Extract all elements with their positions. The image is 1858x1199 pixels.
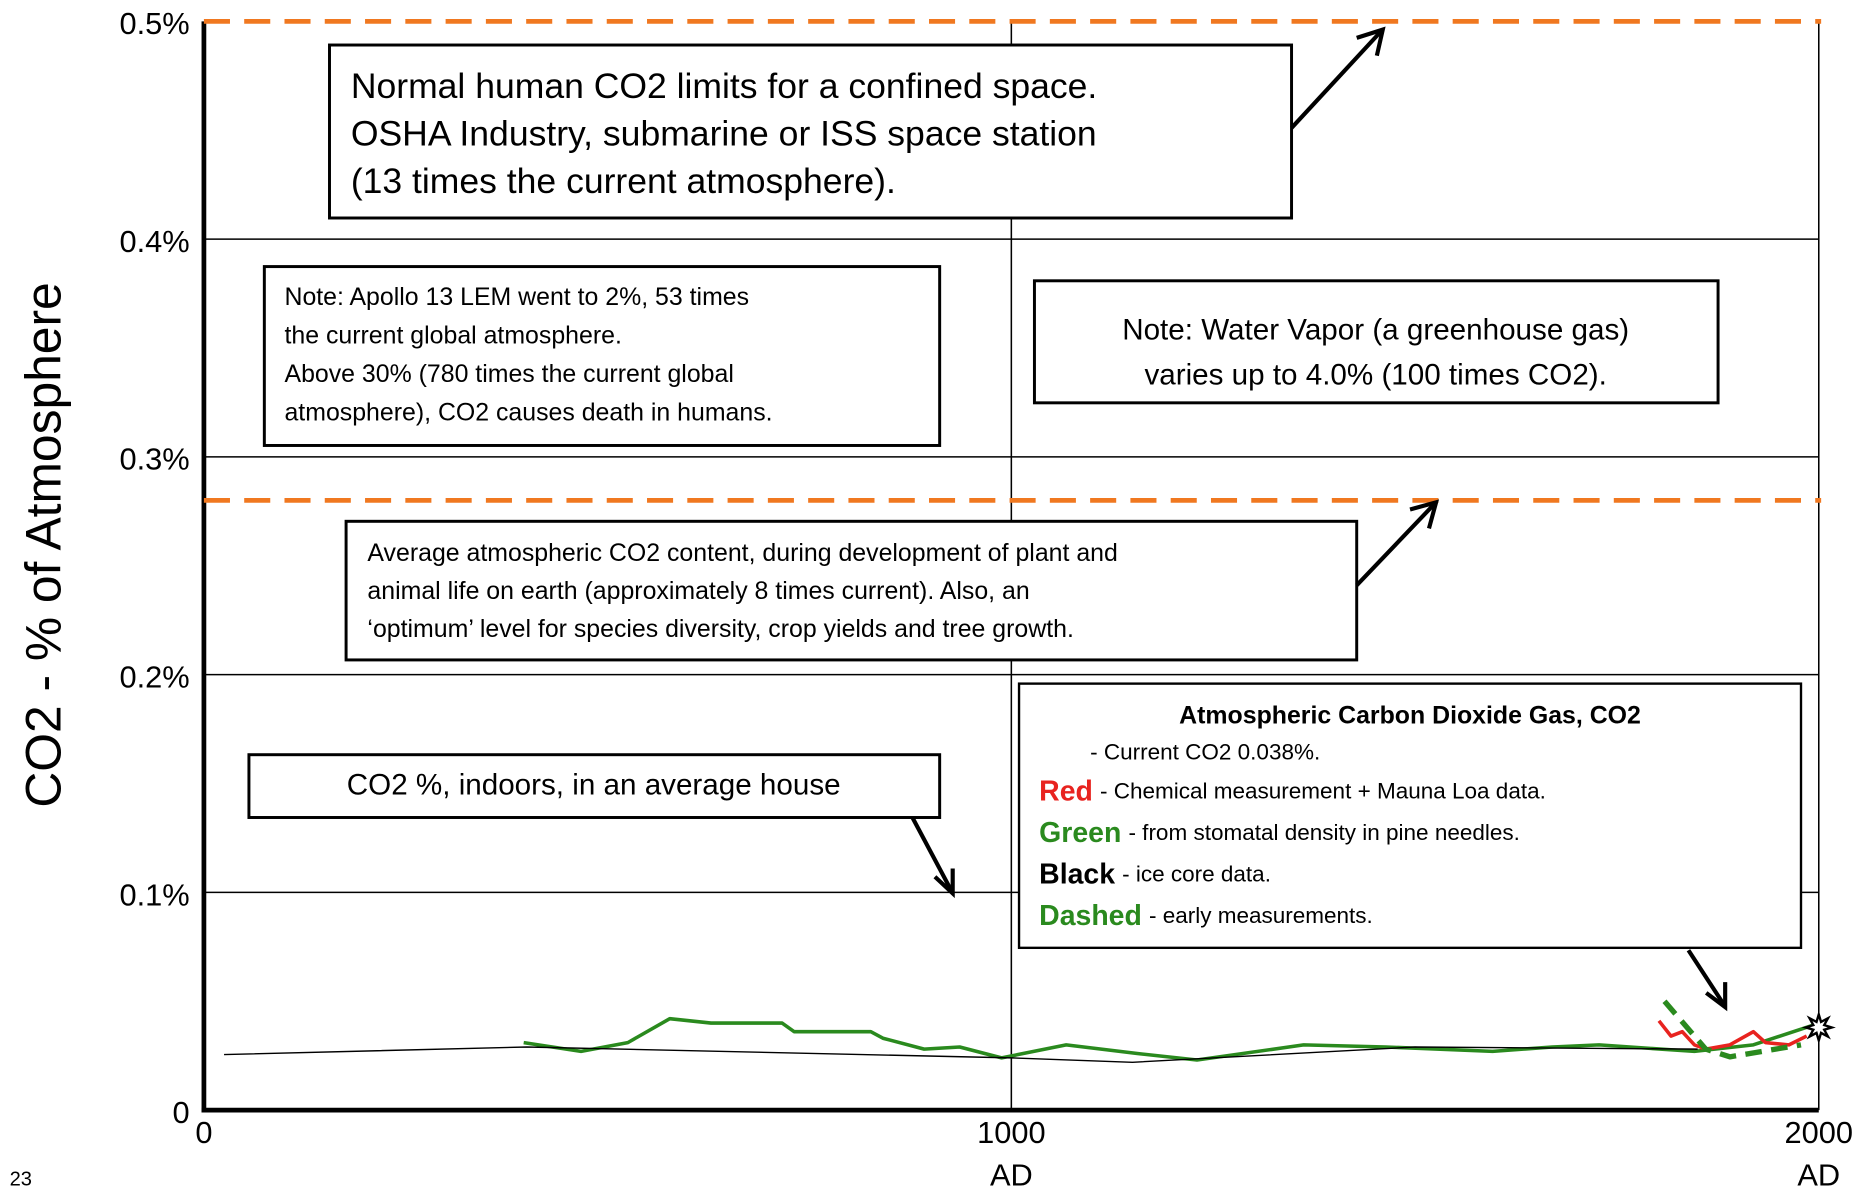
x-tick-label: 2000 AD (1785, 1115, 1854, 1193)
arrow-head (933, 868, 955, 899)
annotation-text: the current global atmosphere. (284, 322, 621, 350)
y-tick-label: 0.5% (119, 6, 189, 41)
annotation-text: OSHA Industry, submarine or ISS space st… (351, 114, 1097, 154)
arrow-head (1409, 499, 1440, 529)
page-number: 23 (10, 1168, 32, 1190)
series-line (1657, 1019, 1808, 1051)
legend-name: Black (1039, 858, 1115, 890)
legend-description: - early measurements. (1149, 903, 1373, 928)
annotation-box (328, 43, 1294, 220)
legend-subtitle: - Current CO2 0.038%. (1090, 739, 1320, 764)
series-line (224, 1046, 1698, 1063)
legend-box (1017, 682, 1803, 950)
legend-title: Atmospheric Carbon Dioxide Gas, CO2 (1179, 701, 1641, 729)
arrow (1290, 30, 1382, 130)
y-tick-label: 0.2% (119, 659, 189, 694)
legend-name: Red (1039, 775, 1093, 807)
legend-entry: Dashed - early measurements. (1039, 900, 1373, 932)
x-tick-label: 1000 AD (977, 1115, 1046, 1193)
annotation-text: CO2 %, indoors, in an average house (347, 769, 841, 802)
current-marker (1801, 1010, 1836, 1045)
arrows (910, 26, 1728, 1012)
annotation-text: Note: Apollo 13 LEM went to 2%, 53 times (284, 283, 749, 311)
annotation-box (247, 753, 942, 819)
legend-entry: Green - from stomatal density in pine nee… (1039, 817, 1520, 849)
annotation-text: Average atmospheric CO2 content, during … (367, 539, 1117, 567)
annotation-text: varies up to 4.0% (100 times CO2). (1144, 359, 1606, 392)
legend-description: - ice core data. (1122, 862, 1271, 887)
x-tick-label: 0 (195, 1115, 212, 1150)
series-line (1662, 999, 1802, 1060)
series-line (523, 1016, 1814, 1062)
annotation-text: (13 times the current atmosphere). (351, 161, 896, 201)
y-tick-label: 0 (173, 1095, 190, 1130)
annotation-box (1032, 279, 1720, 405)
arrow-head (1704, 982, 1728, 1012)
annotation-box (344, 519, 1359, 662)
arrow (1686, 949, 1726, 1006)
annotation-text: Above 30% (780 times the current global (284, 360, 733, 388)
legend-entry: Red - Chemical measurement + Mauna Loa da… (1039, 775, 1546, 807)
annotation-box (262, 265, 942, 447)
legend-description: - from stomatal density in pine needles. (1128, 820, 1519, 845)
legend-description: - Chemical measurement + Mauna Loa data. (1100, 779, 1546, 804)
arrow-head (1356, 26, 1386, 57)
y-axis-title: CO2 - % of Atmosphere (16, 282, 72, 807)
annotation-text: ‘optimum’ level for species diversity, c… (367, 615, 1073, 643)
arrow (1355, 503, 1436, 587)
legend-name: Green (1039, 817, 1121, 849)
y-tick-label: 0.3% (119, 442, 189, 477)
legend-name: Dashed (1039, 900, 1142, 932)
y-tick-label: 0.4% (119, 224, 189, 259)
annotation-text: animal life on earth (approximately 8 ti… (367, 577, 1029, 605)
legend-entry: Black - ice core data. (1039, 858, 1271, 890)
arrow (910, 816, 954, 892)
y-tick-label: 0.1% (119, 877, 189, 912)
annotation-text: Normal human CO2 limits for a confined s… (351, 66, 1097, 106)
annotation-text: Note: Water Vapor (a greenhouse gas) (1122, 314, 1629, 347)
annotation-text: atmosphere), CO2 causes death in humans. (284, 399, 772, 427)
